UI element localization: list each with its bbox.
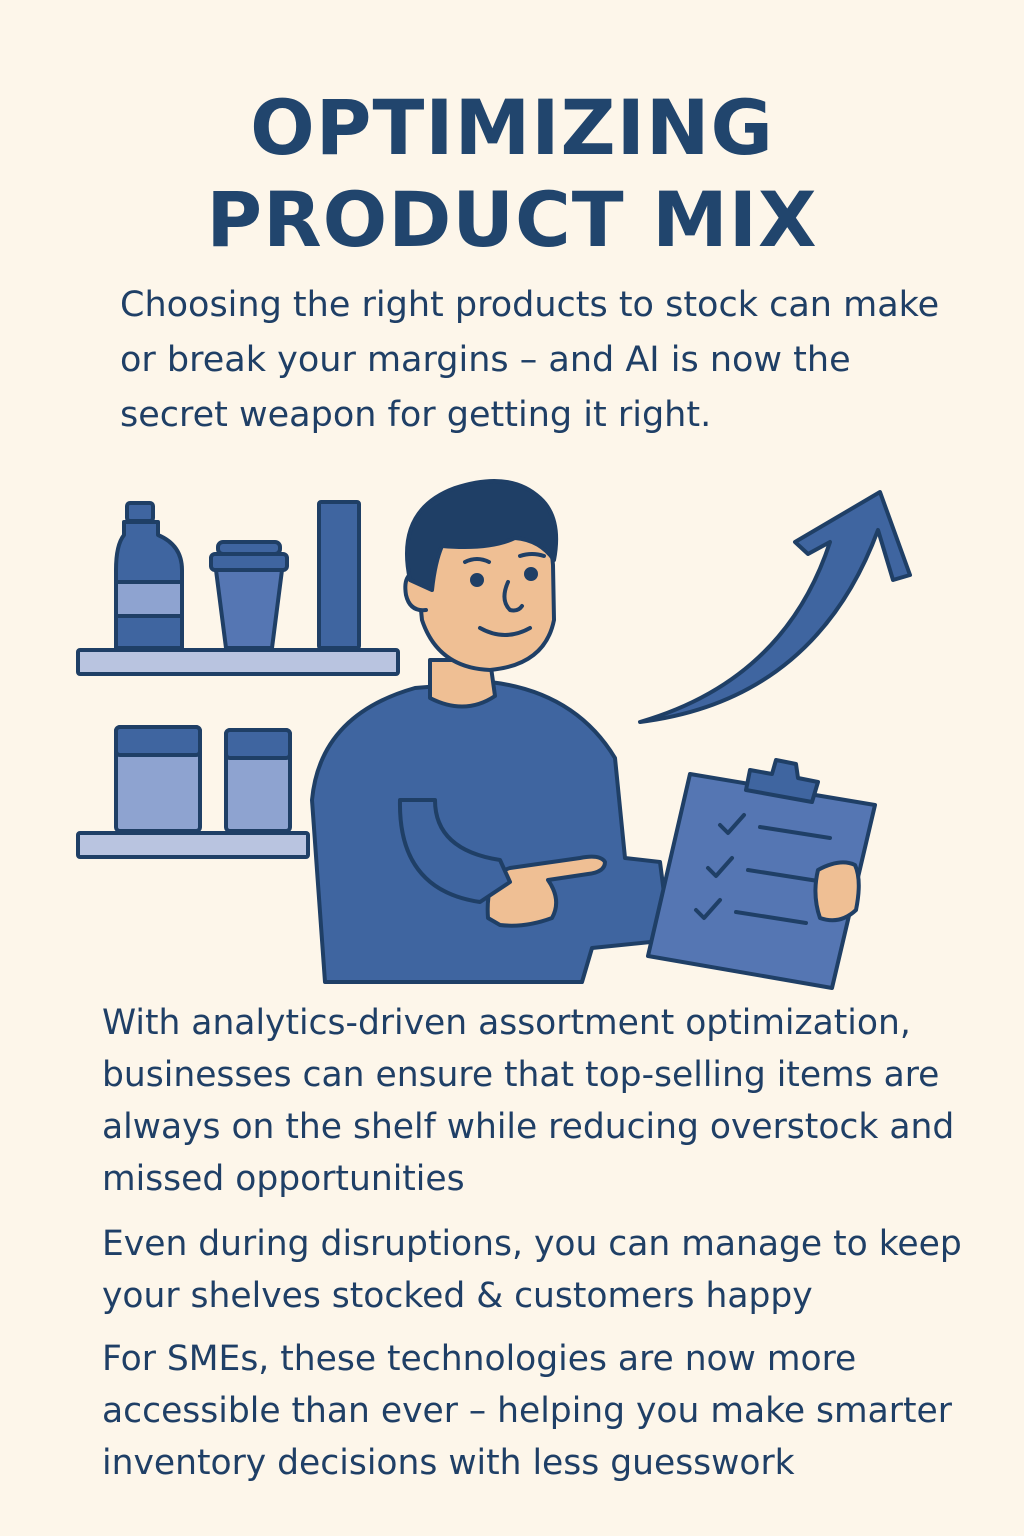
title-line-1: OPTIMIZING xyxy=(250,83,774,172)
illustration xyxy=(76,478,912,990)
paragraph-1: With analytics-driven assortment optimiz… xyxy=(102,1003,955,1199)
bottle-icon xyxy=(114,501,184,650)
cup-icon xyxy=(209,540,289,650)
box-icon xyxy=(317,500,361,650)
clipboard-icon xyxy=(646,758,877,990)
person-icon xyxy=(310,478,672,984)
title-line-2: PRODUCT MIX xyxy=(206,175,818,264)
shelf-icon xyxy=(76,648,400,676)
growth-arrow-icon xyxy=(638,490,912,724)
page-title: OPTIMIZING PRODUCT MIX xyxy=(0,82,1024,266)
intro-text: Choosing the right products to stock can… xyxy=(120,285,940,435)
paragraph-2: Even during disruptions, you can manage … xyxy=(102,1224,962,1316)
paragraph-3: For SMEs, these technologies are now mor… xyxy=(102,1339,952,1483)
jar-icon xyxy=(114,725,292,833)
